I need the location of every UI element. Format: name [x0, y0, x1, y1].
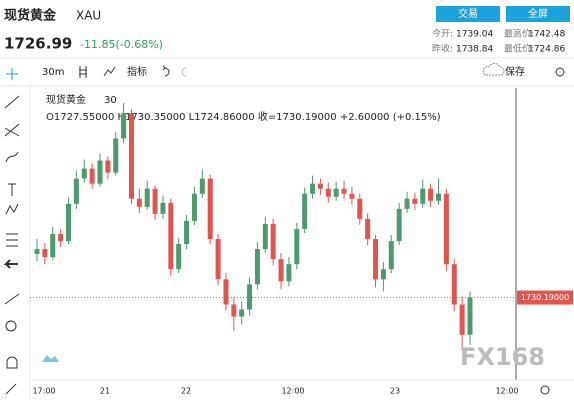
price: 1726.99: [4, 35, 72, 53]
cloud-icon[interactable]: [42, 355, 59, 362]
x-tick-label: 12:00: [281, 387, 304, 396]
price-tag: [517, 290, 573, 305]
candle-body: [176, 244, 182, 270]
candle-body: [302, 193, 308, 229]
stat-value: 1739.04: [456, 30, 493, 40]
price-tag-label: 1730.19000: [521, 293, 569, 302]
x-tick-label: 22: [181, 387, 191, 396]
candle-body: [50, 234, 56, 258]
candle-body: [89, 168, 95, 184]
candle-body: [262, 223, 268, 250]
candle-body: [65, 203, 71, 242]
candle-body: [373, 239, 379, 280]
candle-body: [105, 160, 111, 173]
candle-body: [42, 249, 48, 258]
stat-value: 1742.48: [528, 30, 565, 40]
chart-interval: 30: [104, 95, 117, 106]
candle-body: [239, 309, 245, 317]
candle-body: [404, 198, 410, 209]
drawing-tools[interactable]: [3, 68, 20, 395]
candle-body: [349, 193, 355, 199]
candle-body: [317, 183, 323, 189]
candle-body: [459, 304, 465, 335]
ohlc-legend: O1727.55000 H1730.35000 L1724.86000 收=17…: [46, 110, 441, 123]
candle-body: [278, 259, 284, 282]
x-tick-label: 23: [390, 387, 400, 396]
candle-body: [231, 304, 237, 317]
candle-body: [128, 113, 134, 199]
candle-body: [380, 269, 386, 280]
toolbar-icons[interactable]: [79, 62, 565, 78]
trade-button[interactable]: [436, 6, 500, 22]
x-tick-label: 21: [100, 387, 110, 396]
chart-title: 现货黄金: [46, 93, 86, 106]
candle-body: [451, 264, 457, 305]
candle-body: [365, 218, 371, 240]
change: -11.85(-0.68%): [80, 38, 163, 51]
candle-body: [152, 188, 158, 214]
candle-body: [412, 198, 418, 204]
candle-body: [199, 178, 205, 194]
interval[interactable]: 30m: [42, 67, 64, 78]
watermark: FX168: [460, 343, 545, 371]
candle-body: [428, 188, 434, 201]
stat-value: 1738.84: [456, 45, 493, 55]
stat-label: 最低价:: [504, 43, 534, 55]
candle-body: [254, 249, 260, 285]
candle-body: [443, 193, 449, 265]
trade-label[interactable]: 交易: [458, 7, 478, 20]
candle-body: [436, 193, 442, 201]
symbol-code: XAU: [76, 9, 101, 23]
candle-body: [215, 239, 221, 280]
candle-body: [294, 228, 300, 265]
candle-body: [160, 202, 166, 214]
fullscreen-label[interactable]: 全屏: [528, 7, 548, 20]
candle-body: [223, 279, 229, 305]
stat-value: 1724.86: [528, 45, 565, 55]
candle-body: [168, 202, 174, 270]
candle-body: [325, 188, 331, 197]
candle-body: [191, 193, 197, 221]
x-tick-label: 12:00: [495, 387, 518, 396]
candle-body: [97, 160, 103, 184]
candle-body: [310, 183, 316, 194]
symbol-name: 现货黄金: [4, 8, 57, 24]
stat-label: 今开:: [432, 28, 453, 40]
candle-body: [184, 220, 190, 245]
indicators[interactable]: 指标: [127, 65, 147, 78]
candle-body: [113, 138, 119, 173]
candle-body: [270, 223, 276, 260]
candle-body: [34, 249, 40, 255]
stat-label: 昨收:: [432, 43, 453, 55]
fullscreen-button[interactable]: [506, 6, 570, 22]
settings-icon[interactable]: [540, 385, 550, 395]
candle-body: [81, 168, 87, 179]
stat-label: 最高价:: [504, 28, 534, 40]
candle-body: [420, 188, 426, 204]
x-tick-label: 17:00: [32, 387, 55, 396]
candle-body: [136, 198, 142, 207]
candle-body: [286, 264, 292, 282]
candle-body: [341, 188, 347, 194]
save[interactable]: 保存: [505, 65, 525, 78]
candle-body: [58, 234, 64, 242]
candle-body: [73, 178, 79, 204]
candle-body: [207, 178, 213, 240]
candle-body: [467, 297, 473, 335]
candle-body: [121, 113, 127, 139]
candle-body: [144, 188, 150, 207]
candle-body: [333, 188, 339, 197]
candle-body: [396, 208, 402, 242]
candle-body: [247, 284, 253, 310]
candle-body: [388, 241, 394, 270]
candle-body: [357, 198, 363, 219]
